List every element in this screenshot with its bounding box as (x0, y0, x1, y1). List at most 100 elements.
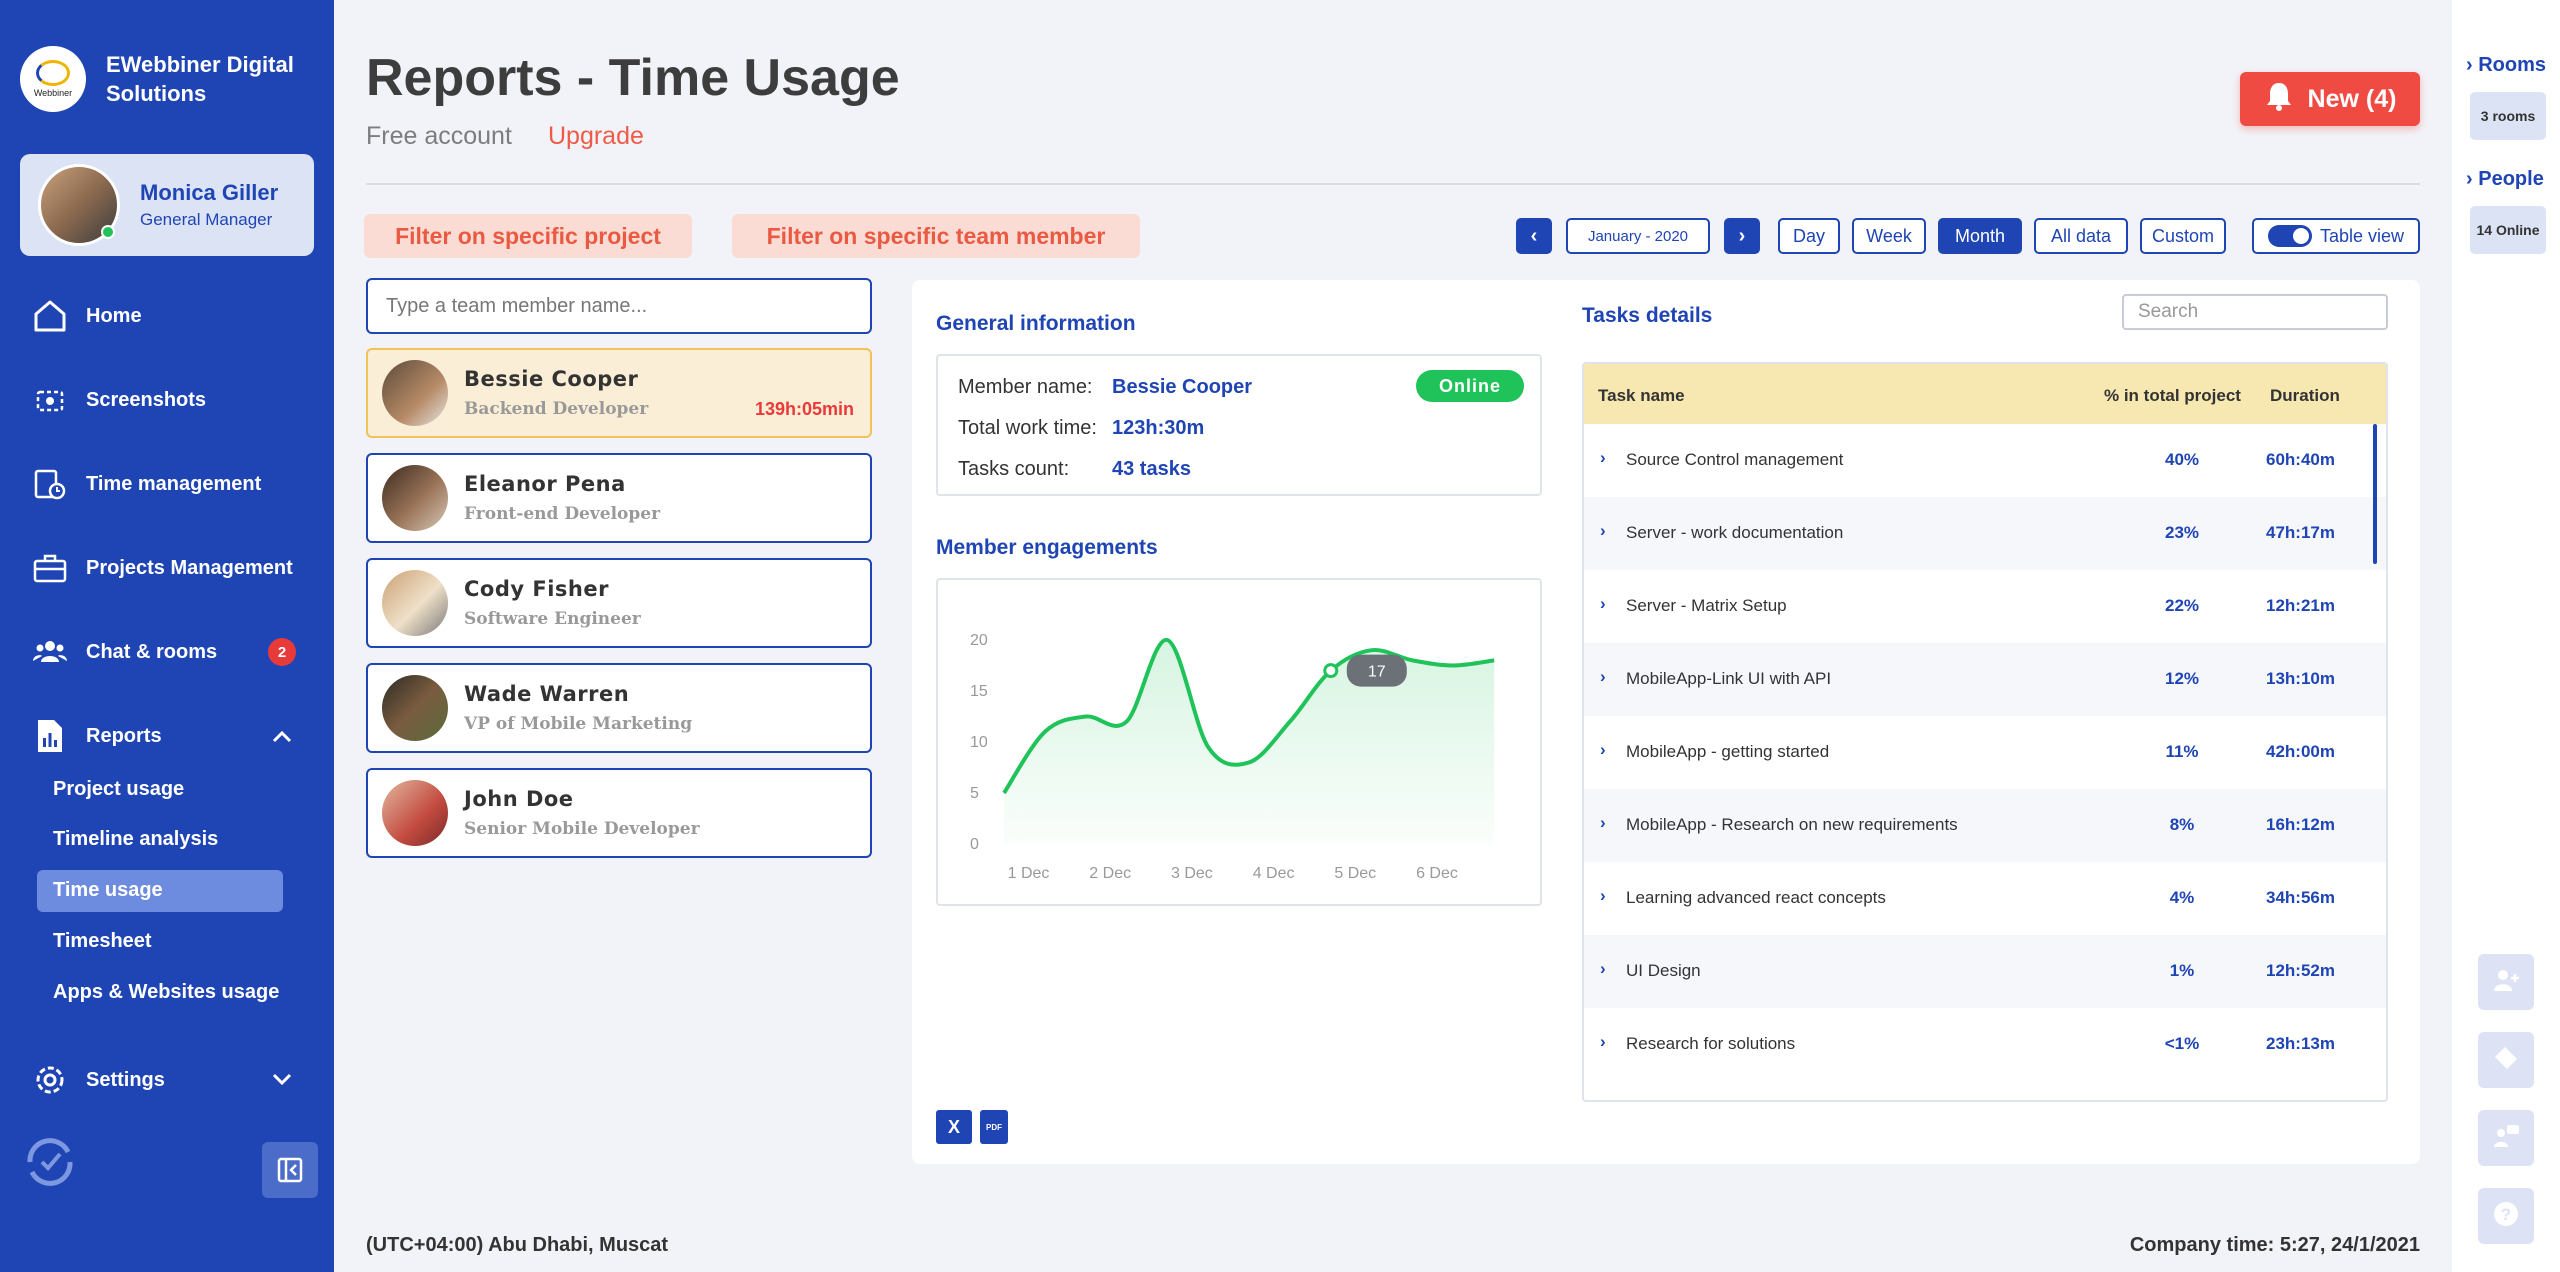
sub-item-time-usage[interactable]: Time usage (53, 879, 163, 901)
chevron-right-icon[interactable]: › (1600, 886, 1606, 905)
chevron-right-icon[interactable]: › (1600, 959, 1606, 978)
team-chat-icon (2491, 1121, 2521, 1156)
view-all-data-button[interactable]: All data (2034, 218, 2128, 254)
table-row[interactable]: › MobileApp - Research on new requirement… (1584, 789, 2386, 862)
view-day-button[interactable]: Day (1778, 218, 1840, 254)
header-divider (366, 183, 2420, 185)
user-profile-card[interactable]: Monica Giller General Manager (20, 154, 314, 256)
help-button[interactable]: ? (2478, 1188, 2534, 1244)
member-name: Eleanor Pena (464, 472, 626, 496)
member-card-wade-warren[interactable]: Wade Warren VP of Mobile Marketing (366, 663, 872, 753)
chevron-right-icon[interactable]: › (1600, 448, 1606, 467)
task-name: MobileApp-Link UI with API (1626, 669, 1832, 688)
member-card-bessie-cooper[interactable]: Bessie Cooper Backend Developer 139h:05m… (366, 348, 872, 438)
next-period-button[interactable]: › (1724, 218, 1760, 254)
col-percent[interactable]: % in total project (2104, 386, 2241, 405)
table-row[interactable]: › MobileApp-Link UI with API 12% 13h:10m (1584, 643, 2386, 716)
pdf-export-icon[interactable]: PDF (980, 1110, 1008, 1144)
general-info-title: General information (936, 312, 1136, 335)
task-percent: 1% (2169, 961, 2195, 980)
rooms-count[interactable]: 3 rooms (2470, 92, 2546, 140)
task-duration: 42h:00m (2266, 742, 2335, 761)
task-name: Source Control management (1626, 450, 1844, 469)
chevron-up-icon[interactable] (272, 723, 292, 749)
table-scrollbar[interactable] (2373, 424, 2377, 564)
chevron-right-icon[interactable]: › (1600, 740, 1606, 759)
brand[interactable]: Webbiner EWebbiner Digital Solutions (20, 46, 336, 112)
nav-label: Chat & rooms (86, 640, 218, 663)
upgrade-link[interactable]: Upgrade (548, 122, 644, 150)
team-chat-button[interactable] (2478, 1110, 2534, 1166)
view-custom-button[interactable]: Custom (2140, 218, 2226, 254)
filter-project-button[interactable]: Filter on specific project (364, 214, 692, 258)
view-week-button[interactable]: Week (1852, 218, 1926, 254)
ticket-button[interactable] (2478, 1032, 2534, 1088)
table-row[interactable]: › Server - Matrix Setup 22% 12h:21m (1584, 570, 2386, 643)
filter-member-button[interactable]: Filter on specific team member (732, 214, 1140, 258)
status-badge: Online (1416, 370, 1524, 402)
task-duration: 12h:52m (2266, 961, 2335, 980)
add-user-button[interactable] (2478, 954, 2534, 1010)
chevron-right-icon[interactable]: › (1600, 521, 1606, 540)
chevron-right-icon: › (2466, 168, 2473, 190)
sync-logo-icon (20, 1132, 80, 1192)
nav-label: Projects Management (86, 556, 293, 579)
chevron-right-icon[interactable]: › (1600, 813, 1606, 832)
chevron-right-icon[interactable]: › (1600, 594, 1606, 613)
task-name: Server - Matrix Setup (1626, 596, 1787, 615)
chevron-down-icon[interactable] (272, 1067, 292, 1093)
people-count[interactable]: 14 Online (2470, 206, 2546, 254)
prev-period-button[interactable]: ‹ (1516, 218, 1552, 254)
nav-item-reports[interactable]: Reports (30, 714, 310, 758)
period-selector[interactable]: January - 2020 (1566, 218, 1710, 254)
page-title: Reports - Time Usage (366, 49, 900, 107)
member-card-john-doe[interactable]: John Doe Senior Mobile Developer (366, 768, 872, 858)
y-tick-label: 20 (970, 632, 988, 649)
notifications-button[interactable]: New (4) (2240, 72, 2420, 126)
member-name-value: Bessie Cooper (1112, 376, 1253, 398)
nav-item-settings[interactable]: Settings (30, 1058, 310, 1102)
nav-item-screenshots[interactable]: Screenshots (30, 378, 310, 422)
excel-export-icon[interactable]: X (936, 1110, 972, 1144)
member-card-eleanor-pena[interactable]: Eleanor Pena Front-end Developer (366, 453, 872, 543)
table-view-toggle[interactable]: Table view (2252, 218, 2420, 254)
task-search-input[interactable] (2122, 294, 2388, 330)
chevron-right-icon: › (2466, 54, 2473, 76)
rooms-toggle[interactable]: › Rooms (2466, 54, 2546, 77)
member-search-input[interactable] (366, 278, 872, 334)
people-toggle[interactable]: › People (2466, 168, 2544, 191)
table-row[interactable]: › Learning advanced react concepts 4% 34h:5… (1584, 862, 2386, 935)
work-time-label: Total work time: (958, 417, 1097, 439)
chevron-right-icon[interactable]: › (1600, 667, 1606, 686)
nav-item-home[interactable]: Home (30, 294, 310, 338)
table-row[interactable]: › UI Design 1% 12h:52m (1584, 935, 2386, 1008)
member-card-cody-fisher[interactable]: Cody Fisher Software Engineer (366, 558, 872, 648)
view-month-button[interactable]: Month (1938, 218, 2022, 254)
nav-label: Reports (86, 724, 162, 747)
avatar (382, 360, 448, 426)
sub-item-timesheet[interactable]: Timesheet (53, 930, 152, 952)
nav-item-time-management[interactable]: Time management (30, 462, 310, 506)
people-title: People (2478, 168, 2544, 190)
col-task-name[interactable]: Task name (1598, 386, 1685, 405)
highlight-point[interactable] (1323, 663, 1339, 679)
table-row[interactable]: › Research for solutions <1% 23h:13m (1584, 1008, 2386, 1081)
collapse-sidebar-button[interactable] (262, 1142, 318, 1198)
y-tick-label: 10 (970, 734, 988, 751)
table-row[interactable]: › Server - work documentation 23% 47h:17m (1584, 497, 2386, 570)
brand-logo-text: Webbiner (33, 88, 73, 98)
sub-item-project-usage[interactable]: Project usage (53, 778, 185, 800)
table-row[interactable]: › MobileApp - getting started 11% 42h:00m (1584, 716, 2386, 789)
nav-item-projects-management[interactable]: Projects Management (30, 546, 310, 590)
online-status-dot (101, 225, 115, 239)
rooms-title: Rooms (2478, 54, 2547, 76)
nav-item-chat-rooms[interactable]: Chat & rooms 2 (30, 630, 310, 674)
sub-item-timeline-analysis[interactable]: Timeline analysis (53, 828, 219, 850)
table-view-label: Table view (2319, 225, 2405, 246)
col-duration[interactable]: Duration (2270, 386, 2340, 405)
chevron-right-icon[interactable]: › (1600, 1032, 1606, 1051)
sub-item-apps-websites-usage[interactable]: Apps & Websites usage (53, 981, 280, 1003)
table-row[interactable]: › Source Control management 40% 60h:40m (1584, 424, 2386, 497)
screenshot-icon (30, 380, 70, 420)
account-type: Free account (366, 122, 512, 150)
